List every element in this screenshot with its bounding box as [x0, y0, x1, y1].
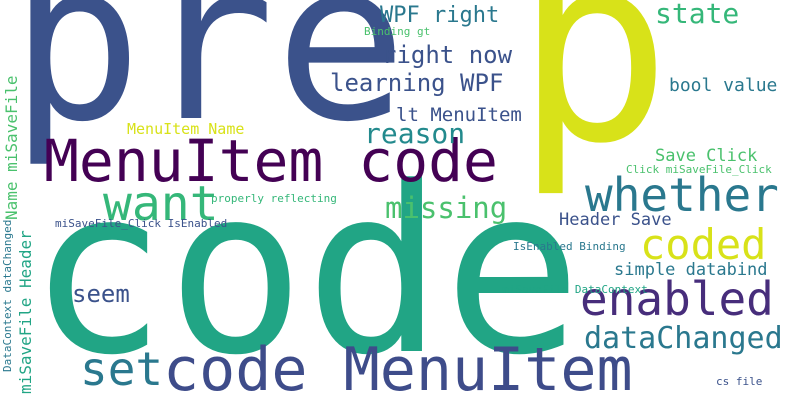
word-click-misavefile-click: Click miSaveFile_Click [626, 163, 772, 176]
word-misavefile-datacontext: miSaveFile DataContext [502, 283, 648, 296]
word-right-now: right now [382, 41, 513, 69]
word-bool-value: bool value [669, 75, 778, 96]
word-save-click: Save Click [655, 146, 758, 166]
word-learning-wpf: learning WPF [330, 69, 504, 97]
word-simple-databind: simple databind [614, 260, 768, 280]
word-code: code [28, 139, 582, 400]
word-name-misavefile: Name miSaveFile [2, 75, 21, 221]
word-enabled: enabled [580, 272, 774, 326]
word-seem: seem [72, 280, 130, 308]
word-menuitem-name: MenuItem Name [127, 120, 245, 138]
word-missing: missing [385, 191, 508, 225]
word-menuitem-code: MenuItem code [44, 127, 498, 195]
word-pre: pre [10, 0, 408, 170]
word-coded: coded [640, 220, 767, 269]
word-reason: reason [364, 117, 466, 150]
word-properly-reflecting: properly reflecting [211, 192, 337, 205]
word-datachanged: dataChanged [584, 321, 783, 356]
word-whether: whether [585, 168, 779, 222]
word-want: want [103, 176, 219, 232]
word-cs-file: cs file [716, 375, 763, 388]
word-code-menuitem: code MenuItem [163, 335, 633, 400]
word-wpf-right: WPF right [380, 3, 500, 28]
word-set: set [80, 342, 164, 396]
word-p: p [515, 0, 672, 201]
word-datacontext-datachanged: DataContext dataChanged [1, 219, 14, 372]
word-header-save: Header Save [559, 210, 672, 230]
word-misavefile-header: miSaveFile Header [16, 230, 35, 394]
word-misavefile-click-isenabled: miSaveFile_Click IsEnabled [55, 217, 228, 230]
word-lt-menuitem: lt MenuItem [396, 104, 522, 126]
word-isenabled-binding: IsEnabled Binding [513, 240, 626, 253]
word-state: state [655, 0, 740, 30]
word-binding-gt: Binding gt [364, 25, 431, 38]
